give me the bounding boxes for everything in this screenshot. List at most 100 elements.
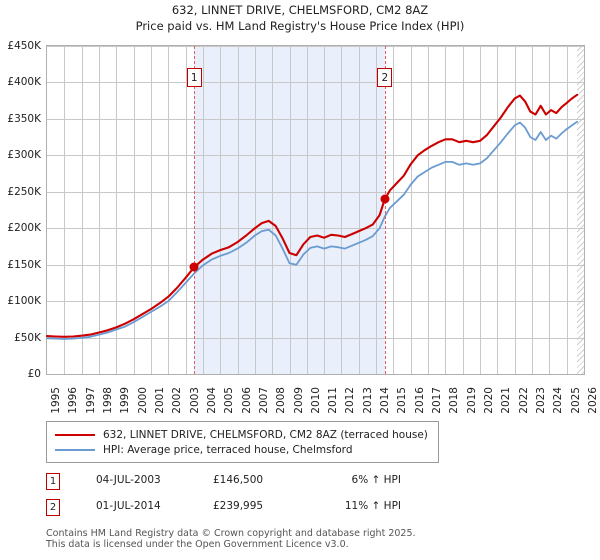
gridline-v <box>185 46 187 374</box>
gridline-v <box>549 46 551 374</box>
gridline-v <box>376 46 378 374</box>
transaction-hpi-delta-2: 11% ↑ HPI <box>344 500 401 512</box>
x-tick-label: 2014 <box>379 387 392 414</box>
price-history-chart: £0 £50K £100K £150K £200K £250K £300K £350K £400… <box>0 36 600 414</box>
x-tick-label: 2026 <box>587 387 599 414</box>
gridline-h <box>47 264 584 266</box>
gridline-h <box>47 155 584 157</box>
title-line-2: Price paid vs. HM Land Registry's House … <box>135 19 465 33</box>
x-tick-label: 2015 <box>396 387 409 414</box>
y-axis-labels: £0 £50K £100K £150K £200K £250K £300K £350K £400… <box>0 36 44 380</box>
gridline-v <box>393 46 395 374</box>
gridline-v <box>428 46 430 374</box>
gridline-v <box>64 46 66 374</box>
transaction-number-2: 2 <box>46 499 60 516</box>
gridline-v <box>237 46 239 374</box>
x-tick-label: 2025 <box>569 387 582 414</box>
chart-legend: 632, LINNET DRIVE, CHELMSFORD, CM2 8AZ (… <box>46 421 439 463</box>
gridline-v <box>150 46 152 374</box>
gridline-v <box>410 46 412 374</box>
legend-item-price-paid: 632, LINNET DRIVE, CHELMSFORD, CM2 8AZ (… <box>53 427 432 442</box>
transactions-list: 1 04-JUL-2003 £146,500 6% ↑ HPI 2 01-JUL… <box>46 471 466 523</box>
y-tick-label: £200K <box>7 222 41 235</box>
y-tick-label: £300K <box>7 149 41 162</box>
y-tick-label: £100K <box>7 295 41 308</box>
footer-line-2: This data is licensed under the Open Gov… <box>46 539 349 550</box>
x-tick-label: 2023 <box>535 387 548 414</box>
transaction-date-1: 04-JUL-2003 <box>96 474 161 486</box>
transaction-flag-2[interactable]: 2 <box>377 68 393 87</box>
gridline-v <box>81 46 83 374</box>
gridline-v <box>532 46 534 374</box>
gridline-v <box>445 46 447 374</box>
gridline-v <box>324 46 326 374</box>
x-tick-label: 2018 <box>448 387 461 414</box>
x-tick-label: 1998 <box>101 387 114 414</box>
x-tick-label: 2024 <box>552 387 565 414</box>
gridline-h <box>47 191 584 193</box>
x-tick-label: 2013 <box>361 387 374 414</box>
y-tick-label: £50K <box>14 331 41 344</box>
transaction-number-1: 1 <box>46 473 60 490</box>
legend-swatch-hpi <box>55 448 95 451</box>
gridline-h <box>47 228 584 230</box>
legend-swatch-price-paid <box>55 433 95 436</box>
gridline-h <box>47 46 584 47</box>
x-tick-label: 1999 <box>119 387 132 414</box>
x-tick-label: 2022 <box>517 387 530 414</box>
transaction-point-2[interactable] <box>380 194 390 204</box>
gridline-v <box>220 46 222 374</box>
gridline-v <box>566 46 568 374</box>
page-title: 632, LINNET DRIVE, CHELMSFORD, CM2 8AZ P… <box>0 2 600 34</box>
y-tick-label: £350K <box>7 112 41 125</box>
gridline-v <box>497 46 499 374</box>
transaction-price-2: £239,995 <box>213 500 264 512</box>
footer-line-1: Contains HM Land Registry data © Crown c… <box>46 528 416 539</box>
gridline-h <box>47 337 584 339</box>
x-tick-label: 2019 <box>465 387 478 414</box>
gridline-h <box>47 301 584 303</box>
y-tick-label: £150K <box>7 258 41 271</box>
title-line-1: 632, LINNET DRIVE, CHELMSFORD, CM2 8AZ <box>171 3 429 17</box>
gridline-v <box>358 46 360 374</box>
x-tick-label: 2009 <box>292 387 305 414</box>
gridline-v <box>341 46 343 374</box>
y-tick-label: £0 <box>27 368 41 380</box>
x-tick-label: 2012 <box>344 387 357 414</box>
gridline-v <box>98 46 100 374</box>
x-tick-label: 2017 <box>431 387 444 414</box>
gridline-v <box>306 46 308 374</box>
x-tick-label: 2010 <box>309 387 322 414</box>
gridline-v <box>514 46 516 374</box>
x-tick-label: 2020 <box>483 387 496 414</box>
gridline-v <box>289 46 291 374</box>
transaction-hpi-delta-1: 6% ↑ HPI <box>351 474 401 486</box>
x-tick-label: 2005 <box>223 387 236 414</box>
x-tick-label: 2016 <box>413 387 426 414</box>
x-tick-label: 1996 <box>67 387 80 414</box>
transaction-flag-1[interactable]: 1 <box>186 68 202 87</box>
x-tick-label: 2007 <box>257 387 270 414</box>
x-tick-label: 2008 <box>275 387 288 414</box>
transaction-row-2: 2 01-JUL-2014 £239,995 11% ↑ HPI <box>46 497 466 523</box>
x-tick-label: 2002 <box>171 387 184 414</box>
x-tick-label: 2011 <box>327 387 340 414</box>
x-tick-label: 1997 <box>84 387 97 414</box>
attribution-footer: Contains HM Land Registry data © Crown c… <box>46 528 566 550</box>
transaction-date-2: 01-JUL-2014 <box>96 500 161 512</box>
x-tick-label: 2004 <box>205 387 218 414</box>
gridline-v <box>254 46 256 374</box>
x-tick-label: 1995 <box>50 387 62 414</box>
gridline-v <box>462 46 464 374</box>
line-price-paid <box>45 93 579 338</box>
legend-label-price-paid: 632, LINNET DRIVE, CHELMSFORD, CM2 8AZ (… <box>103 428 428 441</box>
y-tick-label: £450K <box>7 40 41 52</box>
future-hatch-region <box>577 46 584 374</box>
transaction-point-1[interactable] <box>189 262 199 272</box>
gridline-v <box>480 46 482 374</box>
y-tick-label: £400K <box>7 76 41 89</box>
y-tick-label: £250K <box>7 185 41 198</box>
series-lines <box>45 93 579 340</box>
transaction-marker-line <box>384 46 386 374</box>
